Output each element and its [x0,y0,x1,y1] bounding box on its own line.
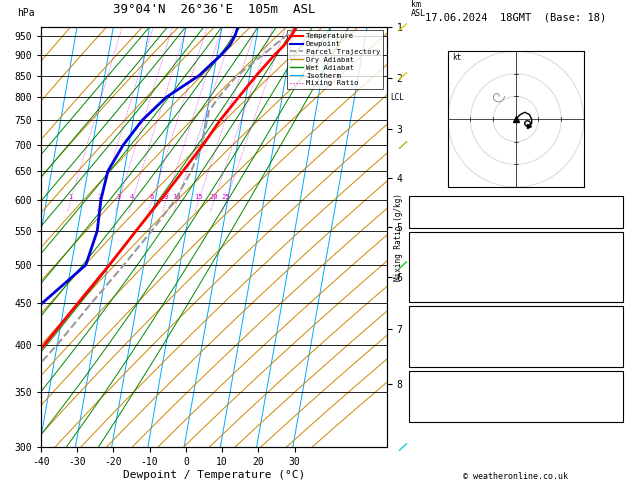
Text: 1: 1 [68,193,72,200]
Text: 31: 31 [610,281,620,291]
Text: 334: 334 [604,262,620,272]
Text: CAPE (J): CAPE (J) [412,281,455,291]
X-axis label: Dewpoint / Temperature (°C): Dewpoint / Temperature (°C) [123,469,305,480]
Text: /: / [398,440,408,454]
Text: Surface: Surface [497,234,535,243]
Legend: Temperature, Dewpoint, Parcel Trajectory, Dry Adiabat, Wet Adiabat, Isotherm, Mi: Temperature, Dewpoint, Parcel Trajectory… [287,30,383,89]
Text: Mixing Ratio (g/kg): Mixing Ratio (g/kg) [394,193,403,281]
Text: CIN (J): CIN (J) [412,356,450,365]
Text: 39: 39 [610,208,620,217]
Text: 20: 20 [209,193,218,200]
Text: 3: 3 [116,193,120,200]
Title: 39°04'N  26°36'E  105m  ASL: 39°04'N 26°36'E 105m ASL [113,3,315,17]
Text: SREH: SREH [412,392,433,401]
Text: /: / [398,258,408,272]
Text: 1: 1 [615,337,620,346]
Text: © weatheronline.co.uk: © weatheronline.co.uk [464,472,568,481]
Text: 334: 334 [604,327,620,336]
Text: 439: 439 [604,291,620,300]
Text: Hodograph: Hodograph [492,373,540,382]
Text: 15: 15 [194,193,202,200]
Text: Lifted Index: Lifted Index [412,337,477,346]
Text: km
ASL: km ASL [411,0,426,18]
Text: kt: kt [452,53,462,62]
Text: 26: 26 [610,392,620,401]
Text: 8: 8 [164,193,167,200]
Text: 4: 4 [130,193,134,200]
Text: 439: 439 [604,356,620,365]
Text: 999: 999 [604,318,620,327]
Text: 1.93: 1.93 [599,217,620,226]
Text: 25: 25 [221,193,230,200]
Text: 10: 10 [610,198,620,207]
Text: EH: EH [412,382,423,392]
Text: hPa: hPa [16,8,35,18]
Text: 14.4: 14.4 [599,253,620,262]
Text: 36: 36 [610,382,620,392]
Text: K: K [412,198,418,207]
Text: Pressure (mb): Pressure (mb) [412,318,482,327]
Text: /: / [398,138,408,152]
Text: LCL: LCL [390,93,404,102]
Text: 30.6: 30.6 [599,243,620,253]
Text: StmSpd (kt): StmSpd (kt) [412,411,471,420]
Text: 17.06.2024  18GMT  (Base: 18): 17.06.2024 18GMT (Base: 18) [425,12,606,22]
Text: 6: 6 [149,193,153,200]
Text: 6: 6 [615,411,620,420]
Text: θᴇ (K): θᴇ (K) [412,327,444,336]
Text: 10: 10 [172,193,181,200]
Text: /: / [398,20,408,34]
Text: Totals Totals: Totals Totals [412,208,482,217]
Text: Dewp (°C): Dewp (°C) [412,253,460,262]
Text: PW (cm): PW (cm) [412,217,450,226]
Text: Lifted Index: Lifted Index [412,272,477,281]
Text: 1: 1 [615,272,620,281]
Text: StmDir: StmDir [412,401,444,411]
Text: CAPE (J): CAPE (J) [412,346,455,355]
Text: Most Unstable: Most Unstable [481,308,551,317]
Text: 66°: 66° [604,401,620,411]
Text: /: / [398,69,408,83]
Text: 2: 2 [97,193,102,200]
Text: θᴇ(K): θᴇ(K) [412,262,439,272]
Text: Temp (°C): Temp (°C) [412,243,460,253]
Text: 31: 31 [610,346,620,355]
Text: CIN (J): CIN (J) [412,291,450,300]
